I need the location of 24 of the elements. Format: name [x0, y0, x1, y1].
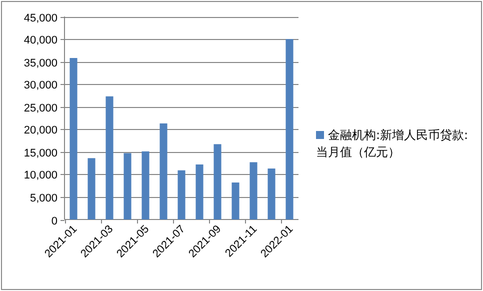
- y-tick-label: 0: [51, 216, 58, 228]
- y-tick-label: 35,000: [24, 58, 58, 70]
- bar: [196, 164, 204, 220]
- bar: [232, 182, 240, 220]
- legend-label: 金融机构:新增人民币贷款:当月值（亿元）: [316, 128, 468, 159]
- bar: [142, 151, 150, 220]
- y-tick-label: 5,000: [30, 192, 58, 204]
- bar: [124, 153, 132, 220]
- y-tick-label: 15,000: [24, 148, 58, 160]
- y-tick-label: 45,000: [24, 12, 58, 24]
- y-tick-label: 30,000: [24, 80, 58, 92]
- bar: [250, 162, 258, 220]
- bar: [70, 58, 78, 220]
- y-tick-label: 25,000: [24, 102, 58, 114]
- y-tick-label: 10,000: [24, 170, 58, 182]
- bar: [268, 168, 276, 220]
- y-tick-label: 20,000: [24, 124, 58, 136]
- bar: [178, 170, 186, 220]
- bar: [286, 39, 294, 220]
- bar: [160, 123, 168, 220]
- bar: [106, 96, 114, 220]
- bar: [88, 158, 96, 220]
- bar: [214, 144, 222, 220]
- y-tick-label: 40,000: [24, 34, 58, 46]
